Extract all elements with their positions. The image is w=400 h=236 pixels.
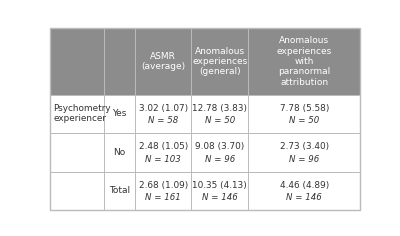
Bar <box>191 28 248 95</box>
Bar <box>191 172 248 210</box>
Text: N = 161: N = 161 <box>145 193 181 202</box>
Text: N = 146: N = 146 <box>202 193 238 202</box>
Text: N = 58: N = 58 <box>148 116 178 125</box>
Bar <box>50 28 104 95</box>
Bar <box>135 133 191 172</box>
Bar <box>191 133 248 172</box>
Bar <box>248 133 360 172</box>
Text: Anomalous
experiences
(general): Anomalous experiences (general) <box>192 46 247 76</box>
Text: Yes: Yes <box>112 110 127 118</box>
Text: 7.78 (5.58): 7.78 (5.58) <box>280 104 329 113</box>
Bar <box>191 95 248 133</box>
Text: N = 50: N = 50 <box>289 116 319 125</box>
Bar <box>248 172 360 210</box>
Text: experiencer: experiencer <box>53 114 106 123</box>
Text: N = 96: N = 96 <box>289 155 319 164</box>
Text: N = 103: N = 103 <box>145 155 181 164</box>
Text: Psychometry: Psychometry <box>53 104 111 113</box>
Text: No: No <box>114 148 126 157</box>
Bar <box>50 172 104 210</box>
Text: N = 96: N = 96 <box>204 155 235 164</box>
Text: N = 50: N = 50 <box>204 116 235 125</box>
Text: N = 146: N = 146 <box>286 193 322 202</box>
Bar <box>104 133 135 172</box>
Text: 2.48 (1.05): 2.48 (1.05) <box>138 142 188 151</box>
Text: 2.68 (1.09): 2.68 (1.09) <box>138 181 188 190</box>
Text: Anomalous
experiences
with
paranormal
attribution: Anomalous experiences with paranormal at… <box>276 36 332 87</box>
Text: 12.78 (3.83): 12.78 (3.83) <box>192 104 247 113</box>
Bar <box>135 95 191 133</box>
Bar <box>135 28 191 95</box>
Bar <box>104 172 135 210</box>
Text: 4.46 (4.89): 4.46 (4.89) <box>280 181 329 190</box>
Text: 9.08 (3.70): 9.08 (3.70) <box>195 142 244 151</box>
Text: ASMR
(average): ASMR (average) <box>141 52 185 71</box>
Text: 10.35 (4.13): 10.35 (4.13) <box>192 181 247 190</box>
Text: 3.02 (1.07): 3.02 (1.07) <box>138 104 188 113</box>
Text: 2.73 (3.40): 2.73 (3.40) <box>280 142 329 151</box>
Bar <box>104 28 135 95</box>
Bar <box>50 95 104 133</box>
Bar <box>248 95 360 133</box>
Bar <box>135 172 191 210</box>
Bar <box>50 133 104 172</box>
Text: Total: Total <box>109 186 130 195</box>
Bar <box>104 95 135 133</box>
Bar <box>248 28 360 95</box>
